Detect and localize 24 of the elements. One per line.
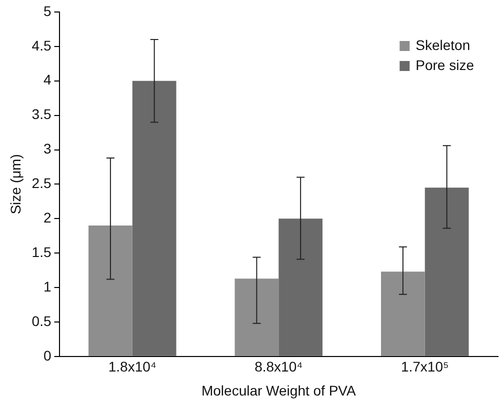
y-tick-label: 4.5	[32, 37, 52, 54]
bar	[88, 226, 132, 356]
bar	[424, 188, 469, 356]
x-tick-label: 1.7x10⁵	[400, 358, 449, 375]
y-tick-label: 3.5	[32, 106, 52, 122]
y-axis-title: Size (μm)	[7, 154, 24, 214]
y-tick-label: 0	[43, 347, 52, 364]
legend-label: Skeleton	[416, 36, 470, 53]
bar	[278, 218, 323, 356]
y-tick-label: 2.5	[32, 175, 52, 192]
y-tick-label: 3	[43, 140, 52, 157]
y-tick-label: 5	[43, 2, 52, 19]
bar	[132, 80, 176, 356]
y-tick-label: 4	[43, 72, 52, 88]
bar	[381, 272, 425, 356]
y-tick-label: 0.5	[32, 312, 52, 329]
y-tick-label: 2	[43, 210, 52, 226]
legend-label: Pore size	[416, 56, 474, 73]
x-tick-label: 1.8x10⁴	[108, 358, 156, 375]
x-tick-label: 8.8x10⁴	[254, 358, 303, 375]
y-tick-label: 1.5	[32, 244, 52, 260]
bar	[234, 278, 279, 356]
x-axis-title: Molecular Weight of PVA	[201, 382, 356, 398]
y-tick-label: 1	[43, 278, 52, 294]
